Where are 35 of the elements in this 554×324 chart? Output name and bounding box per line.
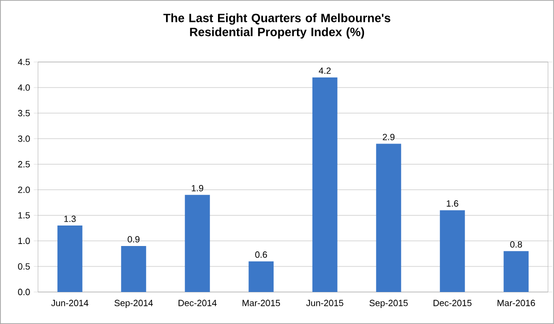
x-tick-label: Sep-2015: [370, 300, 408, 308]
y-tick-label: 3.0: [18, 135, 30, 142]
bar: [504, 251, 529, 292]
bar: [248, 261, 274, 292]
data-label: 1.3: [64, 216, 76, 222]
chart-title: The Last Eight Quarters of Melbourne's Residential Property Index (%): [163, 13, 390, 39]
bar: [57, 226, 82, 292]
y-tick-label: 4.5: [18, 58, 30, 66]
data-label: 0.8: [510, 241, 522, 248]
y-tick-label: 0.5: [18, 263, 30, 270]
x-tick-label: Jun-2015: [306, 300, 344, 306]
data-label: 1.9: [192, 184, 204, 192]
y-tick-label: 1.0: [18, 238, 30, 244]
y-tick-label: 2.5: [18, 161, 30, 168]
y-tick-label: 0.0: [18, 288, 30, 296]
data-label: 0.9: [128, 236, 140, 242]
data-label: 1.6: [446, 200, 458, 207]
y-tick-label: 1.5: [18, 212, 30, 218]
data-label: 4.2: [318, 68, 331, 74]
bar: [376, 144, 402, 292]
x-tick-label: Jun-2014: [51, 300, 88, 306]
y-tick-label: 2.0: [18, 186, 30, 193]
x-tick-label: Sep-2014: [114, 300, 153, 308]
x-tick-label: Mar-2015: [242, 300, 280, 306]
y-tick-label: 3.5: [18, 110, 30, 116]
bar: [184, 194, 210, 292]
data-label: 0.6: [255, 251, 267, 258]
bar: [312, 77, 338, 292]
x-tick-label: Dec-2015: [434, 300, 472, 306]
y-tick-label: 4.0: [18, 84, 30, 91]
bar: [440, 210, 465, 292]
x-tick-label: Dec-2014: [178, 300, 217, 306]
data-label: 2.9: [382, 134, 394, 140]
bar: [121, 246, 146, 292]
x-tick-label: Mar-2016: [498, 300, 535, 306]
